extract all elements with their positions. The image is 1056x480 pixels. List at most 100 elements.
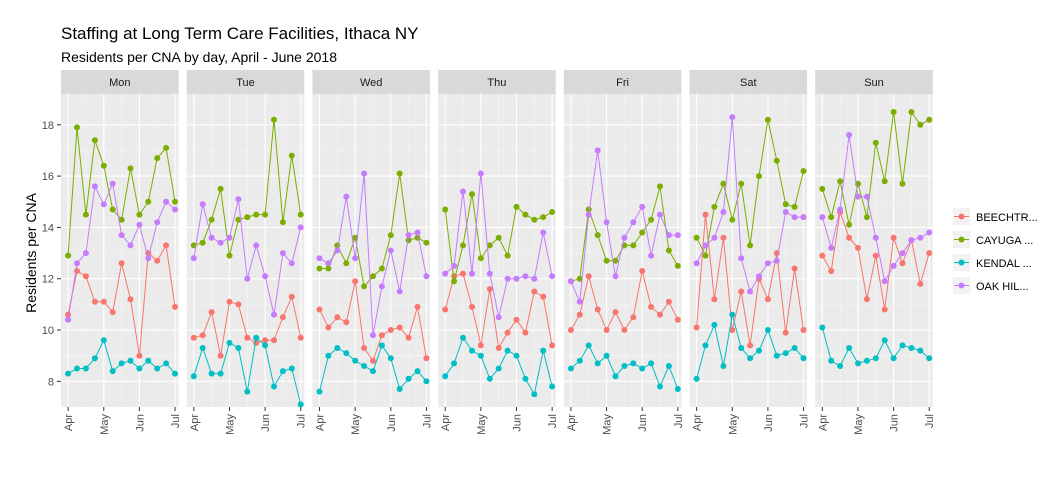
data-point [908, 237, 915, 244]
data-point [352, 255, 359, 262]
data-point [531, 391, 538, 398]
data-point [343, 319, 350, 326]
data-point [396, 170, 403, 177]
x-tick-label: Apr [817, 414, 829, 431]
data-point [908, 345, 915, 351]
data-point [872, 355, 879, 362]
data-point [819, 252, 826, 259]
data-point [118, 360, 125, 367]
facet-strip [563, 70, 682, 94]
facet-strip [689, 70, 808, 94]
data-point [747, 288, 754, 295]
data-point [163, 198, 170, 205]
data-point [343, 260, 350, 267]
data-point [271, 116, 277, 123]
data-point [872, 252, 879, 259]
data-point [469, 191, 475, 198]
data-point [127, 296, 134, 303]
data-point [271, 383, 277, 390]
data-point [782, 350, 789, 357]
data-point [154, 365, 161, 372]
y-tick-label: 8 [48, 376, 54, 388]
data-point [603, 219, 610, 226]
data-point [648, 303, 655, 310]
data-point [522, 273, 529, 280]
data-point [872, 234, 879, 241]
data-point [405, 334, 412, 341]
data-point [639, 229, 646, 236]
data-point [693, 260, 700, 267]
data-point [738, 345, 745, 351]
data-point [477, 352, 484, 359]
facet-strip [312, 70, 430, 94]
y-tick-label: 14 [42, 222, 54, 234]
data-point [74, 268, 80, 274]
data-point [720, 209, 727, 215]
data-point [917, 280, 924, 287]
data-point [738, 255, 745, 262]
data-point [881, 278, 888, 285]
data-point [370, 332, 376, 339]
data-point [881, 337, 888, 344]
data-point [567, 278, 574, 285]
data-point [674, 316, 681, 323]
y-tick-label: 10 [42, 325, 54, 337]
facet-panel-wed: Wed Apr May Jun Jul [312, 70, 433, 435]
data-point [451, 262, 458, 269]
x-tick-label: Jun [512, 414, 524, 432]
panel-background [186, 94, 305, 407]
data-point [100, 162, 107, 169]
data-point [136, 352, 143, 359]
data-point [199, 332, 206, 339]
data-point [127, 165, 134, 172]
data-point [486, 242, 493, 249]
data-point [65, 370, 72, 377]
data-point [881, 178, 888, 185]
data-point [477, 170, 484, 177]
data-point [648, 216, 655, 223]
x-tick-label: Jul [799, 414, 811, 428]
data-point [603, 327, 610, 333]
legend-label: CAYUGA ... [976, 235, 1033, 247]
x-tick-label: Jul [547, 414, 559, 428]
data-point [405, 232, 412, 239]
x-tick-label: Jun [763, 414, 775, 432]
x-tick-label: Jun [386, 414, 398, 432]
data-point [378, 342, 385, 349]
data-point [316, 388, 323, 395]
data-point [82, 365, 89, 372]
data-point [271, 311, 277, 318]
x-tick-label: Apr [63, 414, 75, 431]
data-point [208, 309, 215, 316]
data-point [414, 368, 421, 375]
data-point [863, 214, 870, 221]
data-point [91, 298, 98, 305]
data-point [711, 321, 718, 328]
data-point [540, 229, 547, 236]
data-point [253, 334, 260, 341]
data-point [800, 168, 807, 174]
data-point [738, 288, 745, 295]
data-point [74, 124, 80, 131]
data-point [387, 232, 394, 239]
data-point [288, 293, 295, 300]
data-point [594, 306, 601, 313]
data-point [791, 203, 798, 210]
data-point [540, 214, 547, 221]
data-point [531, 288, 538, 295]
data-point [279, 250, 286, 257]
data-point [791, 265, 798, 272]
data-point [226, 298, 233, 305]
data-point [890, 355, 897, 362]
x-tick-label: Apr [566, 414, 578, 431]
data-point [828, 357, 835, 364]
data-point [594, 360, 601, 367]
legend-label: OAK HIL... [976, 281, 1029, 293]
data-point [442, 373, 449, 380]
data-point [136, 221, 143, 228]
data-point [603, 257, 610, 264]
data-point [747, 342, 754, 349]
data-point [136, 365, 143, 372]
data-point [837, 206, 844, 213]
data-point [630, 242, 637, 249]
